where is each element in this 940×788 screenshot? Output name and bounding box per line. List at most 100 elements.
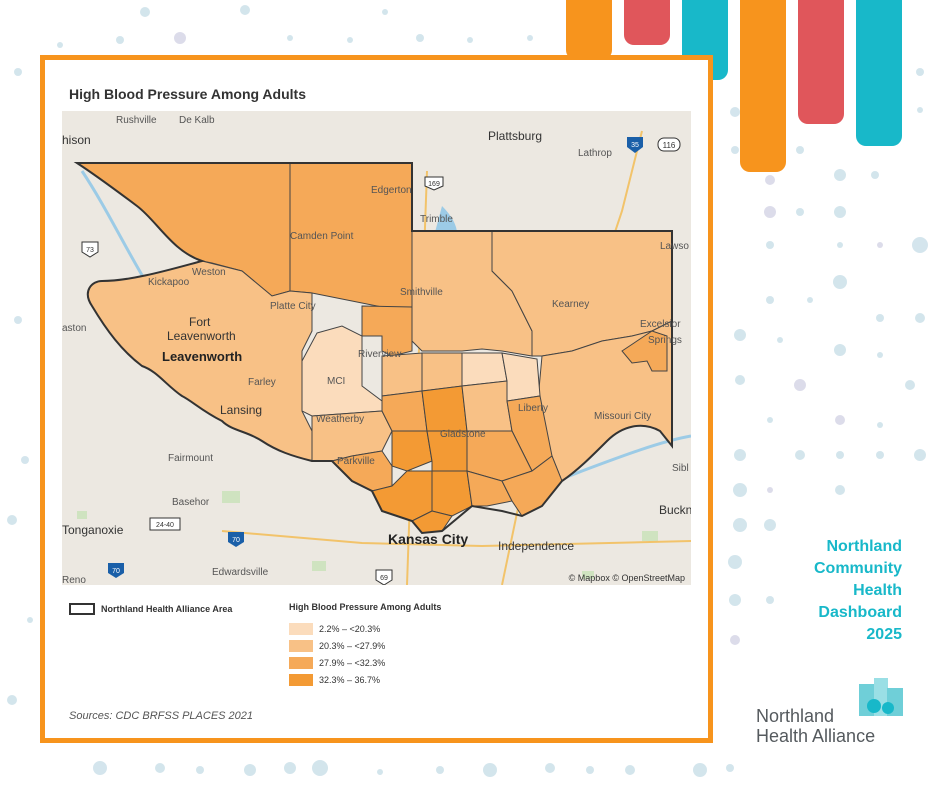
place-platte-city: Platte City	[270, 301, 316, 312]
place-farley: Farley	[248, 377, 276, 388]
area-outline-swatch	[69, 603, 95, 615]
shield-us116: 116	[657, 137, 681, 152]
shield-2440: 24-40	[149, 517, 181, 531]
place-edwardsville: Edwardsville	[212, 567, 269, 578]
place-atchison: hison	[62, 133, 91, 147]
place-sibley: Sibl	[672, 463, 689, 474]
place-fairmount: Fairmount	[168, 453, 214, 464]
legend-label: 32.3% – 36.7%	[319, 674, 381, 685]
place-kearney: Kearney	[552, 299, 590, 310]
place-camden-point: Camden Point	[290, 231, 354, 242]
shield-us169: 169	[424, 176, 444, 191]
place-gladstone: Gladstone	[440, 429, 486, 440]
place-easton: aston	[62, 323, 87, 334]
place-missouri-city: Missouri City	[594, 411, 652, 422]
legend-title: High Blood Pressure Among Adults	[289, 602, 442, 612]
legend-label: 2.2% – <20.3%	[319, 623, 381, 634]
svg-text:169: 169	[428, 181, 440, 188]
place-buckner: Buckn	[659, 503, 691, 517]
place-lawson: Lawso	[660, 241, 689, 252]
place-rushville: Rushville	[116, 115, 157, 126]
region-central-2	[421, 352, 463, 392]
place-fort: Fort	[189, 315, 211, 329]
shield-i70b: 70	[108, 563, 124, 578]
place-leavenworth: Leavenworth	[162, 349, 243, 364]
legend-label: 27.9% – <32.3%	[319, 657, 386, 668]
place-kickapoo: Kickapoo	[148, 277, 190, 288]
sources-note: Sources: CDC BRFSS PLACES 2021	[69, 710, 254, 722]
dashboard-title-line: Community	[814, 560, 902, 577]
logo-line: Health Alliance	[756, 726, 876, 746]
legend-area-label: Northland Health Alliance Area	[101, 604, 233, 614]
svg-text:70: 70	[232, 537, 240, 544]
place-parkville: Parkville	[337, 456, 375, 467]
dashboard-title-line: Northland	[826, 538, 902, 555]
dashboard-title-line: Dashboard	[818, 604, 902, 621]
city-skyline-icon	[859, 678, 903, 716]
region-south-11	[431, 470, 473, 517]
logo-text: Northland Health Alliance	[756, 706, 875, 746]
decorative-bar-orange-1	[566, 0, 612, 60]
place-lansing: Lansing	[220, 403, 263, 417]
legend-label: 20.3% – <27.9%	[319, 640, 386, 651]
place-trimble: Trimble	[420, 214, 453, 225]
choropleth-map[interactable]: 35 116 169 73 24-40	[62, 111, 691, 585]
place-riverview: Riverview	[358, 349, 402, 360]
decorative-bar-red-1	[624, 0, 670, 45]
place-liberty: Liberty	[518, 403, 549, 414]
legend-area-key: Northland Health Alliance Area	[69, 603, 232, 615]
region-south-3	[421, 385, 468, 432]
legend-swatch	[289, 622, 313, 635]
legend-swatch	[289, 639, 313, 652]
dashboard-title-line: 2025	[866, 626, 902, 643]
place-edgerton: Edgerton	[371, 185, 412, 196]
place-basehor: Basehor	[172, 497, 210, 508]
svg-text:73: 73	[86, 247, 94, 254]
svg-text:69: 69	[380, 575, 388, 582]
place-mci: MCI	[327, 376, 346, 387]
place-lathrop: Lathrop	[578, 148, 612, 159]
region-south-4	[461, 380, 513, 432]
legend: 2.2% – <20.3% 20.3% – <27.9% 27.9% – <32…	[289, 620, 385, 688]
place-plattsburg: Plattsburg	[488, 129, 543, 143]
northland-health-alliance-logo: Northland Health Alliance	[756, 676, 906, 746]
place-tonganoxie: Tonganoxie	[62, 523, 124, 537]
map-attribution[interactable]: © Mapbox © OpenStreetMap	[568, 573, 685, 583]
card-title: High Blood Pressure Among Adults	[69, 86, 306, 102]
smithville-lake	[434, 206, 492, 283]
region-south-7	[391, 430, 433, 472]
legend-item: 27.9% – <32.3%	[289, 654, 385, 671]
legend-item: 2.2% – <20.3%	[289, 620, 385, 637]
highway-shields: 35 116 169 73 24-40	[81, 137, 681, 585]
place-excelsior: Excelsior	[640, 319, 681, 330]
decorative-bar-teal-2	[856, 0, 902, 146]
svg-text:24-40: 24-40	[156, 522, 174, 529]
place-weatherby: Weatherby	[316, 414, 365, 425]
region-excelsior	[621, 330, 668, 372]
shield-i35: 35	[627, 137, 643, 153]
svg-text:70: 70	[112, 568, 120, 575]
place-kansas-city: Kansas City	[388, 531, 469, 547]
map-svg: 35 116 169 73 24-40	[62, 111, 691, 585]
decorative-bar-orange-2	[740, 0, 786, 172]
shield-i70: 70	[228, 532, 244, 547]
place-leavenworth-small: Leavenworth	[167, 329, 236, 343]
legend-swatch	[289, 673, 313, 686]
region-central-3	[461, 352, 508, 387]
legend-swatch	[289, 656, 313, 669]
alliance-boundary	[73, 162, 673, 535]
place-smithville: Smithville	[400, 287, 443, 298]
map-card: High Blood Pressure Among Adults	[40, 55, 713, 743]
health-regions	[75, 162, 673, 534]
region-south-2	[381, 390, 428, 432]
shield-69: 69	[375, 569, 393, 585]
legend-item: 32.3% – 36.7%	[289, 671, 385, 688]
region-central-north	[361, 305, 413, 357]
dashboard-title-line: Health	[853, 582, 902, 599]
legend-item: 20.3% – <27.9%	[289, 637, 385, 654]
dashboard-title: Northland Community Health Dashboard 202…	[814, 536, 902, 646]
region-south-12	[466, 470, 513, 507]
place-reno: Reno	[62, 575, 86, 585]
logo-line: Northland	[756, 706, 835, 726]
svg-text:35: 35	[631, 142, 639, 149]
